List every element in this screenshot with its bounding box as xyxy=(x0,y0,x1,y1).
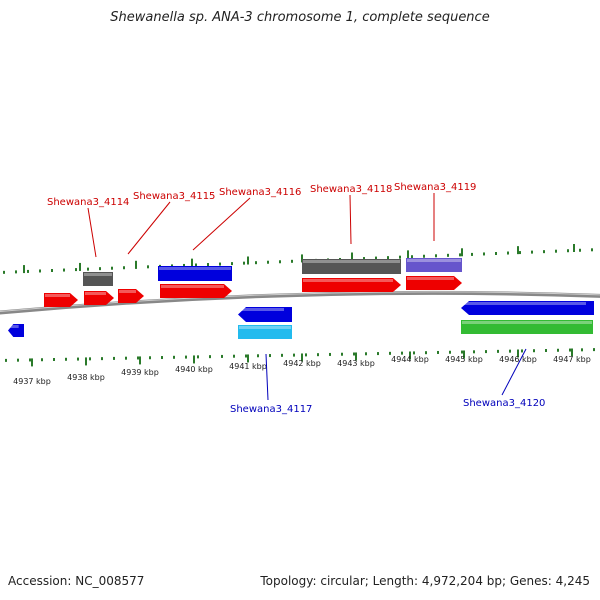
gene-feature[interactable] xyxy=(83,272,113,286)
ruler-label: 4941 kbp xyxy=(229,362,267,371)
gene-label: Shewana3_4118 xyxy=(310,184,392,195)
chromosome-backbone xyxy=(0,290,600,315)
gene-feature-highlight xyxy=(45,294,70,297)
ruler-label: 4943 kbp xyxy=(337,359,375,368)
gene-feature[interactable] xyxy=(158,266,232,281)
gene-feature[interactable] xyxy=(238,307,292,322)
gene-leader-line xyxy=(265,353,269,401)
ruler-label: 4938 kbp xyxy=(67,373,105,382)
ruler-label: 4937 kbp xyxy=(13,377,51,386)
gene-feature-highlight xyxy=(462,302,586,305)
gene-feature-highlight xyxy=(119,290,136,293)
gene-feature[interactable] xyxy=(406,258,462,272)
ruler-label: 4947 kbp xyxy=(553,355,591,364)
gene-feature[interactable] xyxy=(8,324,24,337)
outer-tick-ring xyxy=(3,243,593,274)
gene-leader-line xyxy=(192,197,251,251)
gene-label: Shewana3_4115 xyxy=(133,191,215,202)
ruler-label: 4942 kbp xyxy=(283,359,321,368)
gene-feature[interactable] xyxy=(461,301,594,315)
ruler-label: 4939 kbp xyxy=(121,368,159,377)
gene-feature[interactable] xyxy=(461,320,593,334)
gene-label: Shewana3_4116 xyxy=(219,187,301,198)
gene-feature[interactable] xyxy=(302,259,401,274)
gene-leader-line xyxy=(501,348,527,396)
gene-feature-highlight xyxy=(303,260,400,263)
gene-feature[interactable] xyxy=(238,325,292,339)
gene-feature[interactable] xyxy=(160,284,232,298)
gene-feature-highlight xyxy=(407,277,454,280)
gene-feature[interactable] xyxy=(118,289,144,303)
ruler-label: 4944 kbp xyxy=(391,355,429,364)
gene-label: Shewana3_4120 xyxy=(463,398,545,409)
ruler-label: 4940 kbp xyxy=(175,365,213,374)
gene-feature-highlight xyxy=(239,326,291,329)
gene-feature-highlight xyxy=(85,292,106,295)
gene-feature[interactable] xyxy=(302,278,401,292)
gene-feature-highlight xyxy=(303,279,393,282)
gene-label: Shewana3_4119 xyxy=(394,182,476,193)
gene-feature-highlight xyxy=(161,285,224,288)
gene-label: Shewana3_4114 xyxy=(47,197,129,208)
gene-feature-highlight xyxy=(407,259,461,262)
gene-feature[interactable] xyxy=(44,293,78,307)
inner-tick-ring xyxy=(5,348,595,367)
genome-summary-text: Topology: circular; Length: 4,972,204 bp… xyxy=(260,574,590,588)
gene-feature[interactable] xyxy=(84,291,114,305)
gene-features xyxy=(8,258,594,339)
ruler-label: 4945 kbp xyxy=(445,355,483,364)
gene-feature[interactable] xyxy=(406,276,462,290)
ruler-labels: 4937 kbp 4938 kbp 4939 kbp 4940 kbp 4941 kbp… xyxy=(13,355,591,386)
chromosome-backbone-highlight xyxy=(0,291,600,313)
gene-leader-line xyxy=(87,207,97,258)
map-title: Shewanella sp. ANA-3 chromosome 1, compl… xyxy=(110,10,490,25)
gene-feature-highlight xyxy=(239,308,284,311)
ruler-label: 4946 kbp xyxy=(499,355,537,364)
gene-feature-highlight xyxy=(462,321,592,324)
gene-leader-line xyxy=(349,194,352,245)
gene-labels: Shewana3_4114 Shewana3_4115 Shewana3_4116 S… xyxy=(47,182,545,415)
gene-feature-highlight xyxy=(9,325,19,328)
gene-label: Shewana3_4117 xyxy=(230,404,312,415)
gene-feature-highlight xyxy=(159,267,231,270)
gene-feature-highlight xyxy=(84,273,112,276)
gene-leader-line xyxy=(127,201,171,255)
accession-text: Accession: NC_008577 xyxy=(8,574,145,588)
